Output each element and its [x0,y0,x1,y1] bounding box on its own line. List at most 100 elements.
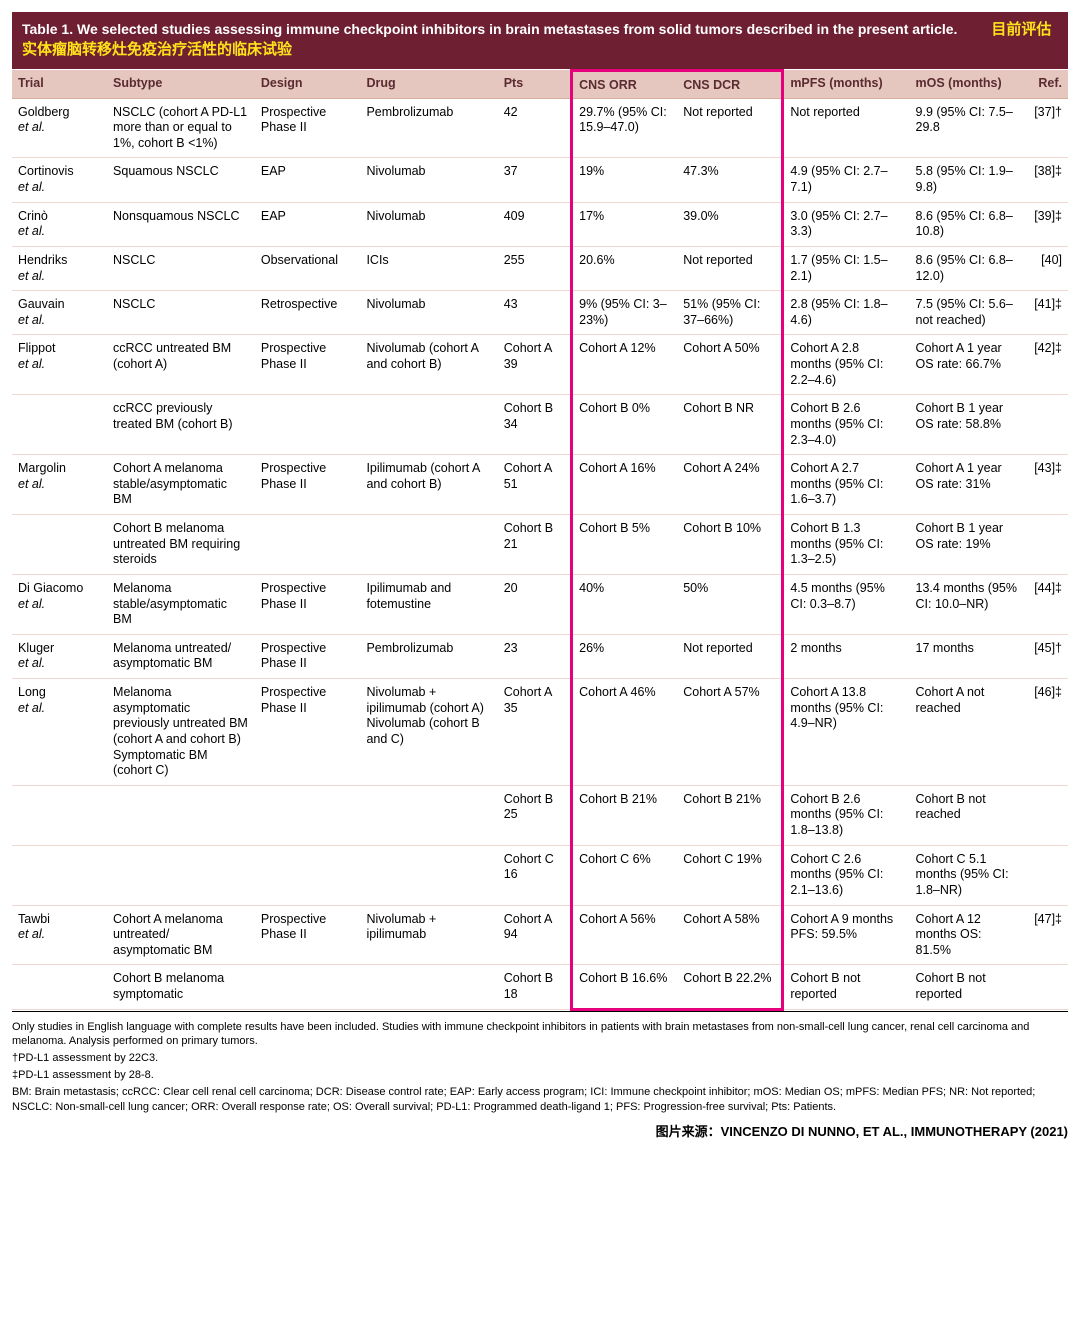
cell-drug [360,785,497,845]
cell-ref: [45]† [1026,634,1068,678]
cell-design [255,515,361,575]
cell-orr: 17% [572,202,678,246]
cell-pts: 37 [498,158,572,202]
cell-mpfs: 2.8 (95% CI: 1.8–4.6) [783,291,910,335]
cell-mos: Cohort B 1 year OS rate: 19% [910,515,1026,575]
cell-design: Prospective Phase II [255,455,361,515]
cell-pts: 23 [498,634,572,678]
table-row: Cohort B melanoma symptomaticCohort B 18… [12,965,1068,1009]
cell-mos: 8.6 (95% CI: 6.8–10.8) [910,202,1026,246]
cell-mpfs: Cohort C 2.6 months (95% CI: 2.1–13.6) [783,845,910,905]
cell-drug [360,395,497,455]
cell-mpfs: Cohort B 2.6 months (95% CI: 1.8–13.8) [783,785,910,845]
table-header-row: Trial Subtype Design Drug Pts CNS ORR CN… [12,70,1068,98]
cell-trial [12,515,107,575]
cell-mpfs: Cohort A 13.8 months (95% CI: 4.9–NR) [783,679,910,786]
cell-mpfs: Cohort B 2.6 months (95% CI: 2.3–4.0) [783,395,910,455]
table-row: Long et al.Melanoma asymptomatic previou… [12,679,1068,786]
studies-table: Trial Subtype Design Drug Pts CNS ORR CN… [12,69,1068,1011]
cell-trial [12,395,107,455]
cell-sub: NSCLC (cohort A PD-L1 more than or equal… [107,98,255,158]
cell-trial: Long et al. [12,679,107,786]
cell-drug: Nivolumab (cohort A and cohort B) [360,335,497,395]
cell-trial: Gauvainet al. [12,291,107,335]
cell-trial: Flippot et al. [12,335,107,395]
table-row: Tawbi et al.Cohort A melanoma untreated/… [12,905,1068,965]
cell-drug: Nivolumab + ipilimumab (cohort A) Nivolu… [360,679,497,786]
cell-drug: Nivolumab [360,202,497,246]
cell-ref: [47]‡ [1026,905,1068,965]
cell-drug: Pembrolizumab [360,634,497,678]
cell-sub [107,785,255,845]
cell-dcr: 51% (95% CI: 37–66%) [677,291,783,335]
cell-ref: [40] [1026,246,1068,290]
footnote-3: ‡PD-L1 assessment by 28-8. [12,1068,1068,1083]
table-row: Flippot et al.ccRCC untreated BM (cohort… [12,335,1068,395]
cell-dcr: Not reported [677,246,783,290]
table-row: Kluger et al.Melanoma untreated/ asympto… [12,634,1068,678]
col-mpfs: mPFS (months) [783,70,910,98]
cell-pts: 42 [498,98,572,158]
cell-design: EAP [255,202,361,246]
table-row: Cohort B 25Cohort B 21%Cohort B 21%Cohor… [12,785,1068,845]
table-row: Cohort C 16Cohort C 6%Cohort C 19%Cohort… [12,845,1068,905]
cell-orr: 29.7% (95% CI: 15.9–47.0) [572,98,678,158]
cell-pts: Cohort A 51 [498,455,572,515]
title-en: Table 1. We selected studies assessing i… [22,21,957,37]
cell-mpfs: 1.7 (95% CI: 1.5–2.1) [783,246,910,290]
table-row: Di Giacomoet al.Melanoma stable/asymptom… [12,574,1068,634]
cell-design [255,395,361,455]
table-row: Goldberget al.NSCLC (cohort A PD-L1 more… [12,98,1068,158]
cell-mpfs: Cohort A 2.8 months (95% CI: 2.2–4.6) [783,335,910,395]
cell-ref: [42]‡ [1026,335,1068,395]
col-pts: Pts [498,70,572,98]
cell-drug: ICIs [360,246,497,290]
cell-design [255,965,361,1009]
cell-mpfs: 3.0 (95% CI: 2.7–3.3) [783,202,910,246]
footnote-2: †PD-L1 assessment by 22C3. [12,1051,1068,1066]
cell-orr: Cohort A 46% [572,679,678,786]
cell-dcr: Cohort A 58% [677,905,783,965]
image-source: 图片来源：VINCENZO DI NUNNO, ET AL., IMMUNOTH… [12,1121,1068,1140]
cell-trial: Tawbi et al. [12,905,107,965]
cell-ref: [43]‡ [1026,455,1068,515]
table-row: Crinò et al.Nonsquamous NSCLCEAPNivoluma… [12,202,1068,246]
cell-dcr: Cohort A 50% [677,335,783,395]
cell-design: Retrospective [255,291,361,335]
cell-pts: 20 [498,574,572,634]
cell-ref [1026,515,1068,575]
cell-mos: Cohort B not reported [910,965,1026,1009]
cell-mos: Cohort A not reached [910,679,1026,786]
cell-mpfs: Cohort B 1.3 months (95% CI: 1.3–2.5) [783,515,910,575]
cell-ref: [41]‡ [1026,291,1068,335]
cell-mos: 5.8 (95% CI: 1.9–9.8) [910,158,1026,202]
cell-sub: Squamous NSCLC [107,158,255,202]
cell-orr: Cohort A 12% [572,335,678,395]
cell-mos: Cohort A 1 year OS rate: 66.7% [910,335,1026,395]
cell-sub: Melanoma stable/asymptomatic BM [107,574,255,634]
cell-dcr: Cohort A 24% [677,455,783,515]
cell-dcr: 39.0% [677,202,783,246]
cell-pts: Cohort A 39 [498,335,572,395]
cell-dcr: 50% [677,574,783,634]
cell-pts: Cohort B 25 [498,785,572,845]
cell-design: EAP [255,158,361,202]
cell-dcr: Cohort B 21% [677,785,783,845]
cell-mpfs: Cohort A 9 months PFS: 59.5% [783,905,910,965]
cell-mos: Cohort C 5.1 months (95% CI: 1.8–NR) [910,845,1026,905]
cell-mpfs: Not reported [783,98,910,158]
cell-sub: NSCLC [107,291,255,335]
cell-mos: Cohort A 12 months OS: 81.5% [910,905,1026,965]
cell-mpfs: 4.5 months (95% CI: 0.3–8.7) [783,574,910,634]
cell-pts: 43 [498,291,572,335]
cell-sub: Cohort B melanoma untreated BM requiring… [107,515,255,575]
cell-mpfs: Cohort A 2.7 months (95% CI: 1.6–3.7) [783,455,910,515]
cell-sub: Cohort A melanoma stable/asymptomatic BM [107,455,255,515]
cell-trial: Crinò et al. [12,202,107,246]
cell-trial [12,845,107,905]
cell-orr: Cohort A 16% [572,455,678,515]
col-mos: mOS (months) [910,70,1026,98]
cell-pts: Cohort B 34 [498,395,572,455]
cell-design: Prospective Phase II [255,905,361,965]
table-row: Cortinoviset al.Squamous NSCLCEAPNivolum… [12,158,1068,202]
